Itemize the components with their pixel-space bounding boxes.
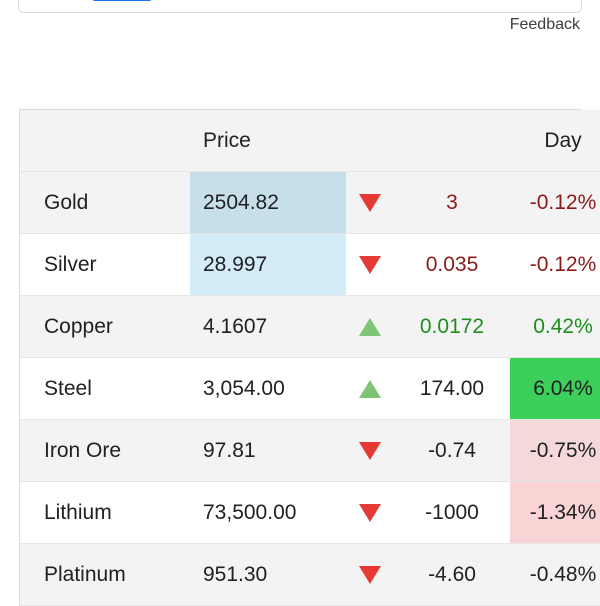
commodity-change: -1000	[394, 481, 510, 544]
down-arrow-icon	[346, 481, 394, 544]
commodity-price: 2504.82	[190, 171, 346, 234]
commodity-change: 3	[394, 171, 510, 234]
active-tab-indicator	[93, 0, 151, 1]
commodity-name: Iron Ore	[20, 419, 190, 482]
table-row[interactable]: Copper 4.1607 0.0172 0.42%	[20, 295, 600, 358]
commodity-name: Copper	[20, 295, 190, 358]
commodity-day-change: 0.42%	[510, 295, 600, 358]
down-arrow-icon	[346, 171, 394, 234]
commodity-day-change: -0.48%	[510, 543, 600, 606]
commodity-day-change: -0.12%	[510, 233, 600, 296]
commodity-price: 28.997	[190, 233, 346, 296]
up-arrow-icon	[346, 357, 394, 420]
feedback-link[interactable]: Feedback	[509, 16, 580, 33]
commodity-change: -0.74	[394, 419, 510, 482]
up-arrow-icon	[346, 295, 394, 358]
commodity-change: -4.60	[394, 543, 510, 606]
column-header-change	[394, 110, 510, 172]
column-header-name	[20, 110, 190, 172]
commodities-table: Price Day Gold 2504.82 3 -0.12% Silver 2…	[19, 109, 600, 606]
table-row[interactable]: Platinum 951.30 -4.60 -0.48%	[20, 543, 600, 606]
commodity-name: Gold	[20, 171, 190, 234]
commodity-day-change: 6.04%	[510, 357, 600, 420]
commodity-name: Silver	[20, 233, 190, 296]
commodity-name: Platinum	[20, 543, 190, 606]
column-header-day[interactable]: Day	[510, 110, 600, 172]
top-tab-card	[18, 0, 582, 13]
down-arrow-icon	[346, 419, 394, 482]
commodity-price: 73,500.00	[190, 481, 346, 544]
commodity-change: 0.035	[394, 233, 510, 296]
table-header-row: Price Day	[20, 110, 600, 172]
column-header-price[interactable]: Price	[190, 110, 346, 172]
column-header-arrow	[346, 110, 394, 172]
commodity-day-change: -1.34%	[510, 481, 600, 544]
commodity-price: 3,054.00	[190, 357, 346, 420]
commodity-price: 951.30	[190, 543, 346, 606]
commodity-day-change: -0.75%	[510, 419, 600, 482]
commodity-name: Steel	[20, 357, 190, 420]
commodity-change: 174.00	[394, 357, 510, 420]
down-arrow-icon	[346, 233, 394, 296]
table-row[interactable]: Lithium 73,500.00 -1000 -1.34%	[20, 481, 600, 544]
table-row[interactable]: Iron Ore 97.81 -0.74 -0.75%	[20, 419, 600, 482]
table-row[interactable]: Gold 2504.82 3 -0.12%	[20, 171, 600, 234]
commodity-day-change: -0.12%	[510, 171, 600, 234]
commodity-name: Lithium	[20, 481, 190, 544]
commodity-price: 4.1607	[190, 295, 346, 358]
down-arrow-icon	[346, 543, 394, 606]
commodity-change: 0.0172	[394, 295, 510, 358]
commodity-price: 97.81	[190, 419, 346, 482]
table-row[interactable]: Silver 28.997 0.035 -0.12%	[20, 233, 600, 296]
table-row[interactable]: Steel 3,054.00 174.00 6.04%	[20, 357, 600, 420]
